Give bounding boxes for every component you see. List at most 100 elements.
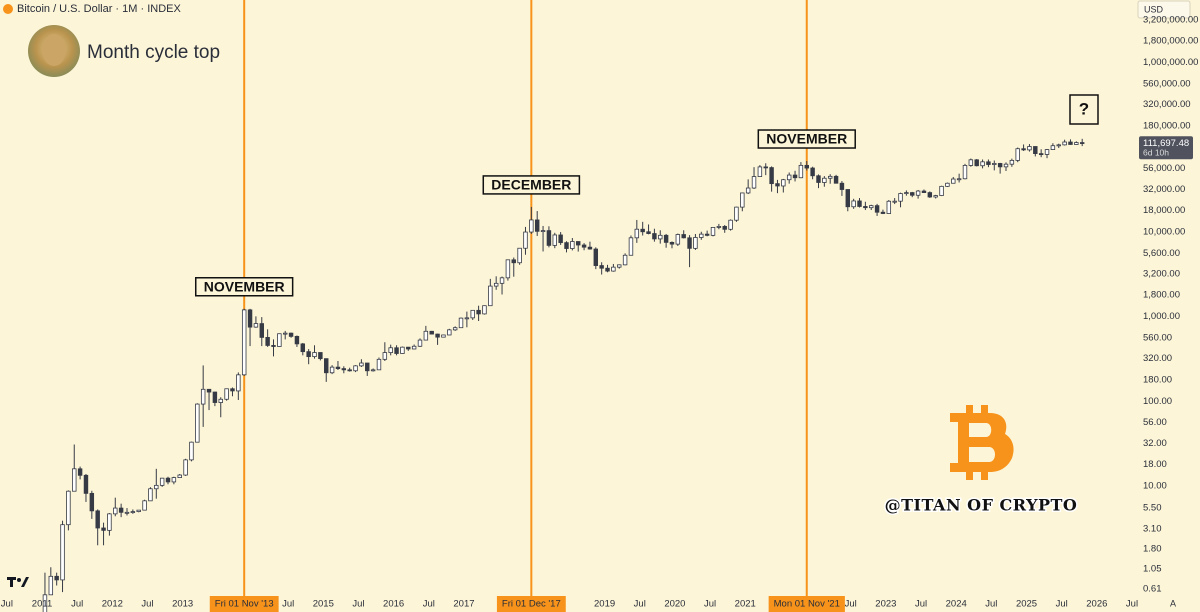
currency-button[interactable]	[1137, 0, 1191, 19]
x-tick-label: Jul	[423, 599, 435, 610]
y-tick-label: 56.00	[1143, 417, 1167, 428]
candle-body	[1038, 153, 1044, 156]
candle-body	[353, 365, 358, 372]
candle-body	[851, 200, 856, 208]
time-highlight-label: Fri 01 Dec '17	[502, 599, 561, 610]
candle-body	[247, 309, 253, 328]
candle-body	[786, 174, 792, 181]
watermark: @TITAN OF CRYPTO	[885, 496, 1078, 515]
candle-body	[921, 190, 927, 193]
candle-body	[927, 192, 933, 198]
candle-body	[218, 398, 223, 403]
candle-body	[898, 193, 903, 202]
candle-body	[206, 388, 212, 393]
candle-body	[974, 159, 979, 167]
candle-body	[956, 178, 962, 181]
candle-body	[72, 468, 77, 492]
currency-label: USD	[1144, 4, 1164, 14]
time-highlight-label-bg	[209, 596, 279, 612]
candle-body	[622, 254, 628, 266]
candle-body	[839, 182, 845, 190]
candle-body	[816, 175, 821, 183]
candle-body	[66, 490, 71, 526]
candle-body	[341, 368, 347, 371]
candle-body	[142, 500, 147, 511]
candle-body	[693, 237, 698, 249]
candle-body	[230, 388, 235, 392]
candle-body	[54, 575, 59, 581]
candle-body	[48, 575, 54, 596]
candle-body	[118, 507, 124, 513]
candle-body	[986, 161, 991, 165]
candle-body	[95, 510, 100, 529]
candle-body	[910, 192, 915, 196]
candle-body	[447, 329, 452, 336]
candle-body	[576, 241, 581, 246]
x-tick-label: 2011	[32, 599, 52, 610]
candle-body	[605, 267, 610, 272]
candle-body	[1056, 144, 1061, 147]
candle-body	[523, 231, 528, 249]
candle-body	[411, 345, 417, 350]
x-tick-label: 2023	[875, 599, 896, 610]
y-tick-label: 320.00	[1143, 353, 1172, 364]
x-tick-label: Jul	[845, 599, 857, 610]
candle-body	[992, 163, 997, 165]
x-tick-label: Jul	[1126, 599, 1138, 610]
time-highlight-label: Mon 01 Nov '21	[774, 599, 840, 610]
candle-body	[540, 230, 546, 233]
candle-body	[634, 228, 640, 239]
candle-body	[728, 219, 733, 230]
candle-body	[945, 182, 950, 187]
tradingview-logo	[7, 577, 29, 587]
candle-body	[493, 282, 499, 287]
candle-body	[581, 244, 587, 248]
x-tick-label: Jul	[1, 599, 13, 610]
candle-body	[376, 358, 382, 371]
y-tick-label: 3.10	[1143, 524, 1162, 535]
candle-body	[1050, 145, 1056, 150]
candle-body	[423, 330, 429, 341]
price-tag-value: 111,697.48	[1143, 138, 1189, 149]
candle-body	[312, 352, 317, 358]
candle-body	[892, 200, 897, 203]
candle-body	[1074, 142, 1079, 145]
candle-body	[124, 511, 130, 514]
candle-body	[593, 248, 599, 266]
price-tag	[1139, 136, 1193, 160]
candle-body	[429, 330, 434, 335]
candle-body	[183, 459, 188, 476]
candle-body	[734, 206, 739, 221]
candle-body	[745, 187, 751, 194]
candle-body	[195, 403, 200, 443]
annotation-text: NOVEMBER	[204, 278, 285, 294]
y-tick-label: 32,000.00	[1143, 184, 1185, 195]
candle-body	[863, 206, 868, 209]
forecast-box	[1069, 94, 1099, 125]
candle-body	[699, 233, 704, 238]
candle-body	[277, 333, 282, 347]
candle-body	[400, 346, 405, 354]
candle-body	[130, 511, 136, 513]
time-highlight-label-bg	[768, 596, 845, 612]
candle-body	[505, 259, 511, 279]
x-tick-label: 2017	[453, 599, 474, 610]
candle-body	[171, 477, 177, 483]
candle-body	[646, 231, 651, 234]
candle-body	[529, 219, 534, 233]
forecast-annotation: ?	[1079, 99, 1089, 118]
candle-body	[77, 468, 83, 476]
time-highlight-label: Fri 01 Nov '13	[215, 599, 274, 610]
candle-body	[241, 309, 247, 376]
candle-body	[282, 332, 288, 335]
candle-body	[212, 391, 218, 403]
y-tick-label: 180,000.00	[1143, 120, 1191, 131]
annotation-box	[482, 175, 581, 195]
candle-body	[517, 247, 522, 264]
candle-body	[534, 219, 540, 232]
candle-body	[253, 323, 259, 328]
candle-body	[300, 343, 306, 353]
candle-body	[159, 477, 165, 486]
scale-mode-button[interactable]: A	[1170, 598, 1176, 608]
